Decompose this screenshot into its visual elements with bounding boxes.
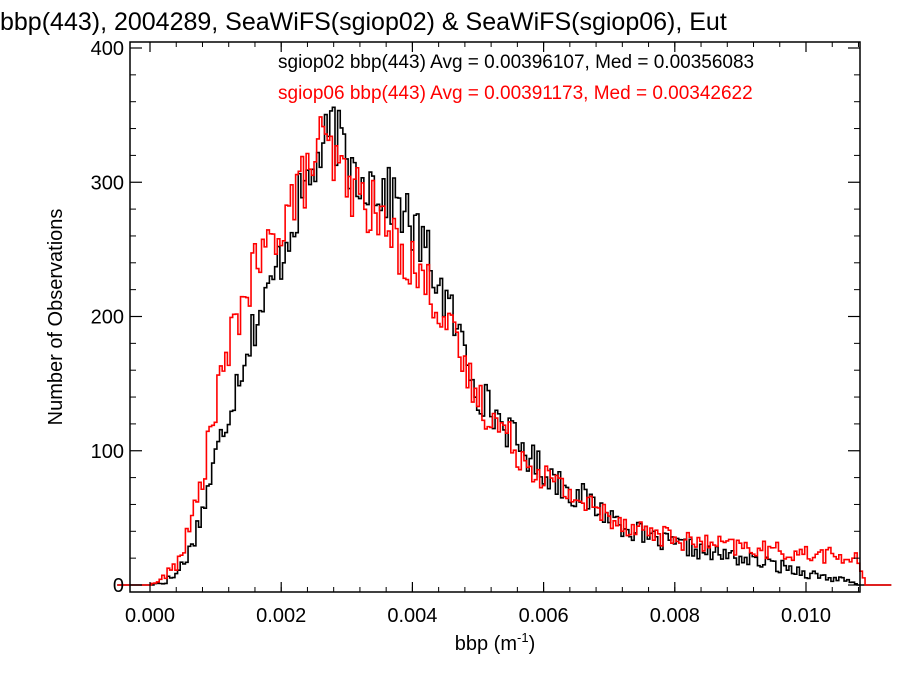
plot-frame: [129, 41, 861, 593]
y-tick-label: 0: [113, 575, 124, 597]
legend-entry-sgiop06: sgiop06 bbp(443) Avg = 0.00391173, Med =…: [278, 83, 753, 104]
x-tick-label: 0.002: [256, 605, 306, 627]
y-tick-label: 300: [91, 172, 124, 194]
series-sgiop06-line: [117, 116, 892, 586]
y-tick-label: 100: [91, 441, 124, 463]
chart-title: bbp(443), 2004289, SeaWiFS(sgiop02) & Se…: [0, 8, 727, 36]
x-tick-label: 0.004: [387, 605, 437, 627]
x-tick-label: 0.010: [781, 605, 831, 627]
y-tick-label: 400: [91, 38, 124, 60]
x-tick-label: 0.006: [519, 605, 569, 627]
x-axis-label-end: ): [529, 633, 536, 655]
legend-entry-sgiop02: sgiop02 bbp(443) Avg = 0.00396107, Med =…: [278, 52, 754, 73]
series-layer: [117, 106, 892, 586]
x-axis-label: bbp (m-1): [455, 630, 535, 655]
series-sgiop02-line: [117, 106, 892, 586]
x-axis-label-superscript: -1: [517, 630, 529, 645]
y-axis-label: Number of Observations: [45, 209, 67, 426]
x-tick-label: 0.008: [650, 605, 700, 627]
x-axis-label-main: bbp (m: [455, 633, 517, 655]
x-tick-label: 0.000: [125, 605, 175, 627]
y-tick-label: 200: [91, 307, 124, 329]
ticks-layer: 0.000 0.002 0.004 0.006 0.008 0.010 0 100 200 300…: [91, 38, 860, 627]
